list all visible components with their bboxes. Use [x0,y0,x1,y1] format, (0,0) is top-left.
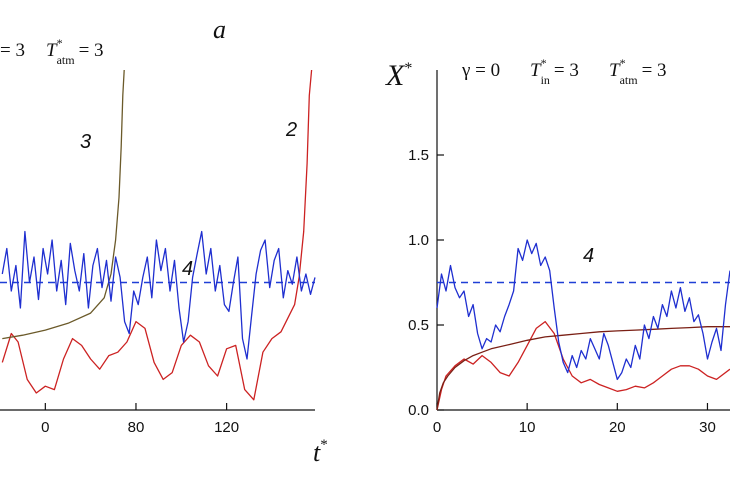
right-y-ticks: 0.0 0.5 1.0 1.5 [408,147,444,419]
left-series-line-unlabeled-3 [1,230,316,360]
left-x-tick-label: 120 [214,419,239,436]
right-y-tick-label: 0.0 [408,402,429,419]
right-curve-label-4: 4 [583,245,594,267]
right-header-tatm: T* atm = 3 [609,56,667,87]
right-x-tick-label: 30 [699,419,716,436]
right-header-tin: T* in = 3 [530,56,579,87]
left-x-axis-label: t* [313,437,328,467]
right-series-line-unlabeled-3 [436,239,730,381]
right-x-ticks: 0 10 20 30 [433,403,716,436]
right-series-line-unlabeled-1 [436,326,730,411]
right-y-axis-label: X* [385,59,412,92]
left-header-fragment-1: = 3 [0,40,25,61]
right-x-tick-label: 20 [609,419,626,436]
left-series-line-2 [1,69,313,401]
left-header-text: = 3 [0,40,25,61]
left-series-line-3 [2,69,125,340]
left-panel-letter: a [213,15,226,44]
right-series-line-unlabeled-0 [436,320,730,411]
left-x-ticks: 0 80 120 [41,403,239,436]
left-x-tick-label: 0 [41,419,49,436]
right-y-tick-label: 0.5 [408,317,429,334]
left-series: 2 3 4 [0,69,316,401]
right-series: 4 [436,239,730,411]
left-curve-label-4: 4 [182,258,193,280]
right-y-tick-label: 1.0 [408,232,429,249]
right-panel: 0.00.51.01.5 0 10 20 30 4 X* γ = 0 T* in = 3 … [385,56,730,436]
left-x-tick-label: 80 [128,419,145,436]
right-y-tick-label: 1.5 [408,147,429,164]
left-header-tatm: T* atm = 3 [46,36,104,67]
left-panel: 0 80 120 2 3 4 a = 3 T* atm = 3 t* [0,15,328,467]
left-curve-label-3: 3 [80,131,91,153]
right-x-tick-label: 10 [519,419,536,436]
left-curve-label-2: 2 [285,119,297,141]
right-header-gamma: γ = 0 [461,60,500,81]
right-x-tick-label: 0 [433,419,441,436]
